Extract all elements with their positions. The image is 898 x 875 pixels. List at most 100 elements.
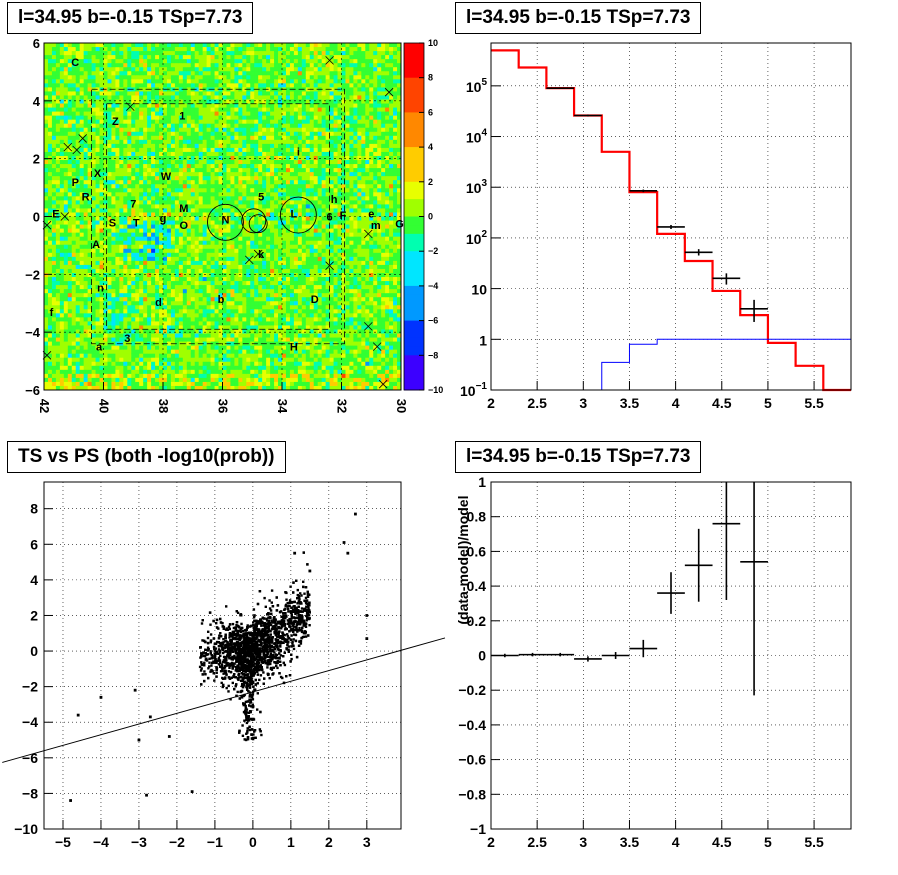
heatmap-cell [75, 369, 81, 375]
heatmap-cell [131, 272, 136, 278]
heatmap-cell [174, 297, 180, 302]
heatmap-cell [174, 188, 180, 193]
heatmap-cell [270, 200, 275, 205]
heatmap-cell [186, 51, 192, 56]
heatmap-cell [230, 67, 235, 72]
heatmap-cell [159, 103, 164, 109]
heatmap-cell [214, 369, 220, 375]
heatmap-cell [174, 325, 180, 330]
heatmap-cell [131, 309, 136, 314]
heatmap-cell [63, 155, 69, 161]
heatmap-cell [103, 79, 108, 84]
heatmap-cell [155, 260, 160, 266]
heatmap-cell [143, 188, 148, 193]
heatmap-cell [222, 232, 227, 238]
heatmap-cell [107, 111, 112, 117]
heatmap-cell [87, 281, 93, 286]
heatmap-cell [99, 43, 104, 48]
heatmap-cell [75, 79, 81, 84]
heatmap-cell [182, 172, 188, 177]
heatmap-cell [182, 293, 188, 298]
heatmap-cell [135, 119, 140, 125]
heatmap-cell [67, 99, 73, 105]
heatmap-cell [79, 208, 85, 213]
heatmap-cell [83, 297, 89, 302]
heatmap-cell [254, 301, 259, 306]
heatmap-cell [262, 71, 267, 76]
heatmap-cell [163, 228, 168, 234]
heatmap-cell [238, 333, 243, 339]
heatmap-cell [194, 297, 200, 302]
heatmap-cell [270, 240, 275, 246]
heatmap-cell [206, 164, 212, 169]
heatmap-cell [83, 83, 89, 88]
heatmap-cell [262, 131, 267, 137]
heatmap-cell [47, 168, 53, 173]
heatmap-cell [266, 155, 271, 161]
heatmap-cell [135, 325, 140, 330]
heatmap-cell [63, 208, 69, 213]
heatmap-cell [47, 285, 53, 290]
heatmap-cell [206, 79, 212, 84]
heatmap-cell [222, 107, 227, 113]
heatmap-cell [44, 240, 49, 246]
heatmap-cell [222, 277, 227, 282]
heatmap-cell [87, 373, 93, 379]
heatmap-cell [155, 377, 160, 383]
heatmap-cell [111, 321, 116, 326]
heatmap-cell [178, 277, 184, 282]
heatmap-cell [202, 385, 208, 391]
heatmap-cell [59, 325, 65, 330]
heatmap-cell [131, 236, 136, 242]
heatmap-cell [139, 256, 144, 262]
heatmap-cell [127, 151, 132, 157]
heatmap-cell [250, 111, 255, 117]
heatmap-cell [194, 216, 200, 222]
heatmap-cell [270, 317, 275, 322]
heatmap-cell [258, 160, 263, 165]
heatmap-cell [266, 164, 271, 169]
heatmap-cell [262, 289, 267, 294]
heatmap-cell [55, 119, 61, 125]
heatmap-cell [47, 272, 53, 278]
heatmap-cell [99, 321, 104, 326]
heatmap-cell [135, 256, 140, 262]
heatmap-cell [75, 329, 81, 335]
heatmap-cell [178, 272, 184, 278]
heatmap-cell [198, 192, 204, 197]
heatmap-cell [246, 71, 251, 76]
heatmap-cell [254, 272, 259, 278]
heatmap-cell [79, 272, 85, 278]
heatmap-cell [123, 196, 128, 201]
heatmap-cell [202, 289, 208, 294]
heatmap-cell [190, 99, 196, 105]
heatmap-cell [159, 385, 164, 391]
heatmap-cell [71, 91, 77, 96]
heatmap-cell [147, 196, 152, 201]
heatmap-cell [222, 325, 227, 330]
heatmap-cell [55, 285, 61, 290]
heatmap-cell [178, 377, 184, 383]
heatmap-cell [266, 309, 271, 314]
heatmap-cell [139, 172, 144, 177]
heatmap-cell [67, 55, 73, 60]
heatmap-cell [155, 107, 160, 113]
heatmap-cell [83, 47, 89, 52]
heatmap-cell [63, 95, 69, 100]
heatmap-cell [214, 208, 220, 213]
heatmap-cell [99, 59, 104, 64]
heatmap-cell [47, 313, 53, 318]
heatmap-cell [79, 51, 85, 56]
heatmap-cell [79, 264, 85, 270]
heatmap-cell [91, 71, 97, 76]
heatmap-cell [186, 188, 192, 193]
heatmap-cell [186, 236, 192, 242]
heatmap-cell [210, 277, 216, 282]
heatmap-cell [230, 115, 235, 121]
heatmap-cell [51, 155, 57, 161]
heatmap-cell [147, 75, 152, 80]
heatmap-cell [206, 240, 212, 246]
heatmap-cell [103, 111, 108, 117]
heatmap-cell [202, 160, 208, 165]
heatmap-cell [155, 264, 160, 270]
